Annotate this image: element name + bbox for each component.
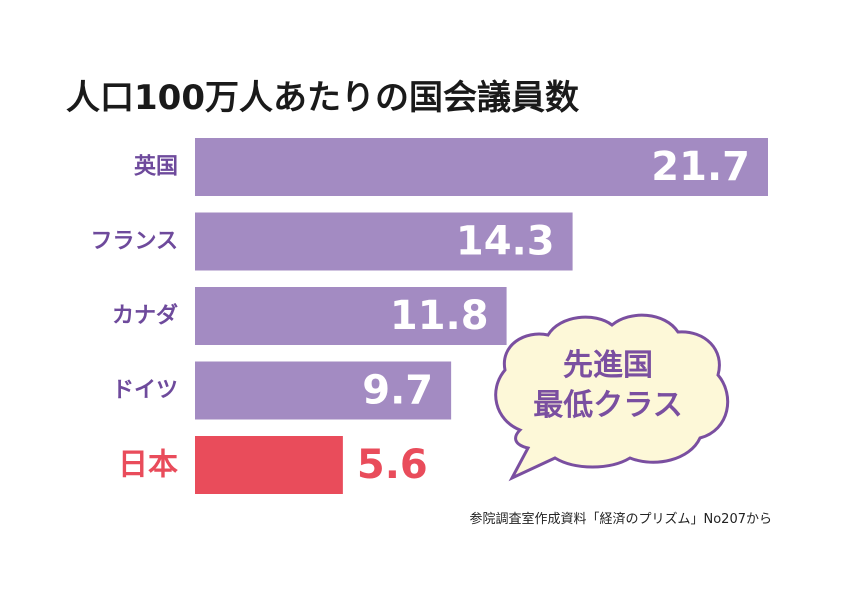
bar-1 [195, 212, 573, 271]
category-label-0: 英国 [134, 155, 178, 180]
value-label-3: 9.7 [362, 368, 433, 414]
chart-title: 人口100万人あたりの国会議員数 [66, 78, 579, 118]
category-label-3: ドイツ [112, 378, 178, 403]
callout-line-1: 先進国 [563, 348, 653, 383]
bar-4 [195, 436, 343, 494]
category-label-1: フランス [90, 229, 178, 254]
speech-bubble-shape [494, 313, 730, 482]
value-label-4: 5.6 [357, 442, 428, 488]
value-label-1: 14.3 [456, 219, 555, 265]
bar-3 [195, 361, 452, 420]
speech-bubble [494, 313, 730, 482]
value-label-2: 11.8 [390, 293, 489, 339]
source-note: 参院調査室作成資料「経済のプリズム」No207から [469, 512, 773, 527]
bar-2 [195, 287, 507, 345]
callout-text: 先進国 最低クラス [508, 346, 708, 426]
value-label-0: 21.7 [651, 144, 750, 190]
callout-line-2: 最低クラス [533, 388, 683, 423]
category-label-4: 日本 [118, 448, 178, 483]
category-label-2: カナダ [112, 303, 178, 329]
bar-0 [195, 138, 768, 196]
